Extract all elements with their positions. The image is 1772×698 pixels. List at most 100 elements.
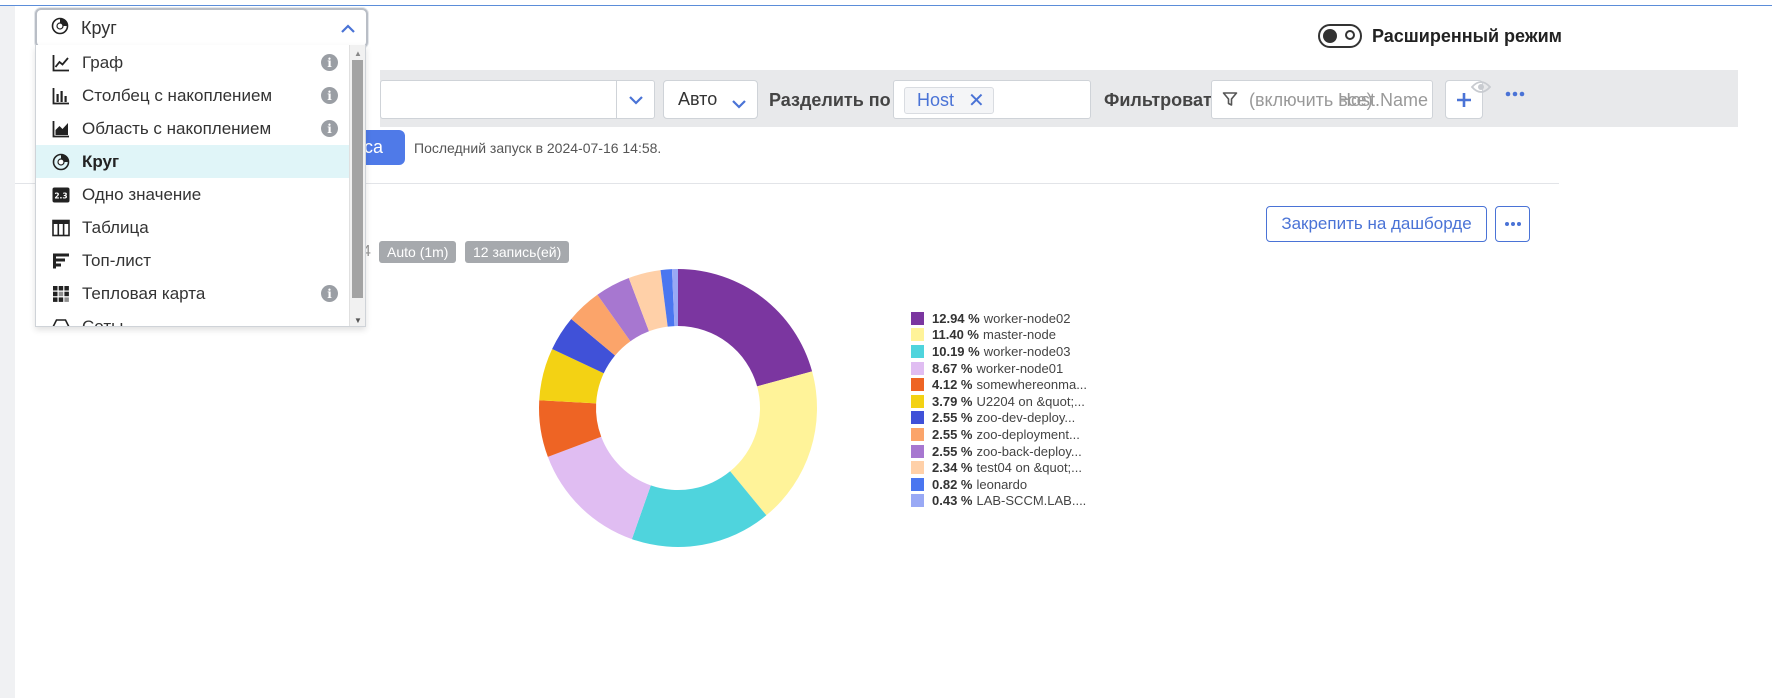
left-gutter (0, 6, 15, 698)
menu-item-toplist[interactable]: Топ-лист (36, 244, 350, 277)
advanced-mode-toggle[interactable]: Расширенный режим (1318, 24, 1562, 48)
eye-icon[interactable] (1470, 80, 1492, 99)
menu-item-table[interactable]: Таблица (36, 211, 350, 244)
legend-percent: 0.82 % (932, 476, 973, 492)
legend-item[interactable]: 2.55 % zoo-back-deploy... (911, 443, 1087, 460)
legend-item[interactable]: 0.43 % LAB-SCCM.LAB.... (911, 493, 1087, 510)
menu-item-label: Топ-лист (82, 250, 152, 270)
menu-item-stacked-area[interactable]: Область с накоплением i (36, 112, 350, 145)
split-chip-label: Host (917, 90, 955, 110)
pie-slice[interactable] (571, 294, 631, 356)
records-badge: 12 запись(ей) (465, 241, 570, 263)
legend-label: LAB-SCCM.LAB.... (976, 493, 1087, 509)
legend-label: leonardo (976, 476, 1028, 492)
scrollbar-thumb[interactable] (352, 60, 363, 298)
info-icon[interactable]: i (321, 120, 338, 137)
menu-item-graph[interactable]: Граф i (36, 46, 350, 79)
legend-item[interactable]: 8.67 % worker-node01 (911, 360, 1087, 377)
visualization-type-select[interactable]: Круг (35, 8, 368, 48)
menu-item-heatmap[interactable]: Тепловая карта i (36, 277, 350, 310)
legend-swatch (911, 427, 924, 441)
info-icon[interactable]: i (321, 285, 338, 302)
legend-item[interactable]: 11.40 % master-node (911, 327, 1087, 344)
panel-more-button[interactable] (1495, 206, 1530, 242)
table-icon (52, 219, 70, 237)
scroll-down-icon[interactable]: ▼ (354, 316, 362, 325)
legend-swatch (911, 361, 924, 375)
chart-legend: 12.94 % worker-node02 11.40 % master-node 10… (911, 310, 1087, 509)
pie-slice[interactable] (660, 269, 675, 327)
stacked-bar-icon (52, 87, 70, 105)
badge-partial: 4 (362, 243, 371, 260)
visualization-type-list: Граф i Столбец с накоплением i Область с… (35, 45, 366, 327)
heatmap-icon (52, 285, 70, 303)
chevron-up-icon[interactable] (340, 21, 356, 39)
menu-item-label: Соты (82, 316, 124, 327)
pie-slice[interactable] (539, 349, 604, 404)
visualization-type-value: Круг (81, 17, 117, 38)
scroll-up-icon[interactable]: ▲ (354, 49, 362, 58)
legend-swatch (911, 311, 924, 325)
legend-label: worker-node01 (976, 360, 1064, 376)
menu-item-label: Тепловая карта (82, 283, 206, 303)
filter-input[interactable]: (включить все) Host.Name (1211, 80, 1433, 119)
hexagon-icon (52, 318, 70, 326)
legend-item[interactable]: 2.55 % zoo-dev-deploy... (911, 410, 1087, 427)
menu-item-single-value[interactable]: 2.3 Одно значение (36, 178, 350, 211)
pie-slice[interactable] (628, 270, 668, 332)
legend-percent: 10.19 % (932, 343, 980, 359)
metric-select[interactable] (380, 80, 655, 119)
info-icon[interactable]: i (321, 54, 338, 71)
pie-slice[interactable] (631, 471, 767, 547)
pie-slice[interactable] (539, 400, 602, 457)
pie-slice[interactable] (547, 436, 651, 540)
legend-item[interactable]: 3.79 % U2204 on &quot;... (911, 393, 1087, 410)
legend-item[interactable]: 12.94 % worker-node02 (911, 310, 1087, 327)
svg-text:2.3: 2.3 (54, 191, 67, 200)
pin-to-dashboard-button[interactable]: Закрепить на дашборде (1266, 206, 1487, 242)
single-value-icon: 2.3 (52, 186, 70, 204)
split-by-field[interactable]: Host ✕ (893, 80, 1091, 119)
filter-placeholder-overlap: Host.Name (1338, 90, 1429, 110)
pie-slice[interactable] (730, 371, 817, 516)
legend-item[interactable]: 10.19 % worker-node03 (911, 343, 1087, 360)
menu-item-pie[interactable]: Круг (36, 145, 350, 178)
add-filter-button[interactable] (1445, 80, 1483, 119)
pin-to-dashboard-label: Закрепить на дашборде (1281, 214, 1472, 233)
chevron-down-icon[interactable] (616, 81, 654, 118)
legend-percent: 2.55 % (932, 410, 973, 426)
legend-swatch (911, 328, 924, 342)
legend-item[interactable]: 4.12 % somewhereonma... (911, 376, 1087, 393)
menu-item-label: Круг (82, 151, 120, 171)
top-border (0, 5, 1772, 6)
pie-slice[interactable] (671, 269, 678, 327)
legend-label: somewhereonma... (976, 377, 1088, 393)
menu-item-hexagon[interactable]: Соты (36, 310, 350, 327)
last-run-text: Последний запуск в 2024-07-16 14:58. (414, 140, 662, 156)
pie-slice[interactable] (678, 269, 813, 387)
filter-placeholder: (включить все) (1249, 90, 1373, 110)
pie-chart-icon (51, 17, 69, 40)
menu-item-stacked-bar[interactable]: Столбец с накоплением i (36, 79, 350, 112)
legend-percent: 2.55 % (932, 443, 973, 459)
chevron-down-icon (731, 93, 747, 114)
filter-icon (1222, 91, 1238, 112)
close-icon[interactable]: ✕ (968, 90, 985, 112)
interval-select[interactable]: Авто (663, 80, 758, 119)
toggle-switch[interactable] (1318, 24, 1362, 48)
legend-item[interactable]: 2.55 % zoo-deployment... (911, 426, 1087, 443)
info-icon[interactable]: i (321, 87, 338, 104)
legend-item[interactable]: 0.82 % leonardo (911, 476, 1087, 493)
more-dots-icon (1504, 222, 1521, 226)
legend-swatch (911, 494, 924, 508)
interval-value: Авто (678, 89, 718, 109)
pie-slice[interactable] (597, 277, 649, 342)
dropdown-scrollbar[interactable]: ▲ ▼ (349, 45, 365, 326)
menu-item-label: Граф (82, 52, 124, 72)
legend-percent: 0.43 % (932, 493, 973, 509)
toggle-knob (1323, 29, 1337, 43)
more-options-icon[interactable] (1505, 84, 1525, 102)
pie-slice[interactable] (552, 318, 616, 374)
legend-item[interactable]: 2.34 % test04 on &quot;... (911, 459, 1087, 476)
menu-item-label: Область с накоплением (82, 118, 272, 138)
